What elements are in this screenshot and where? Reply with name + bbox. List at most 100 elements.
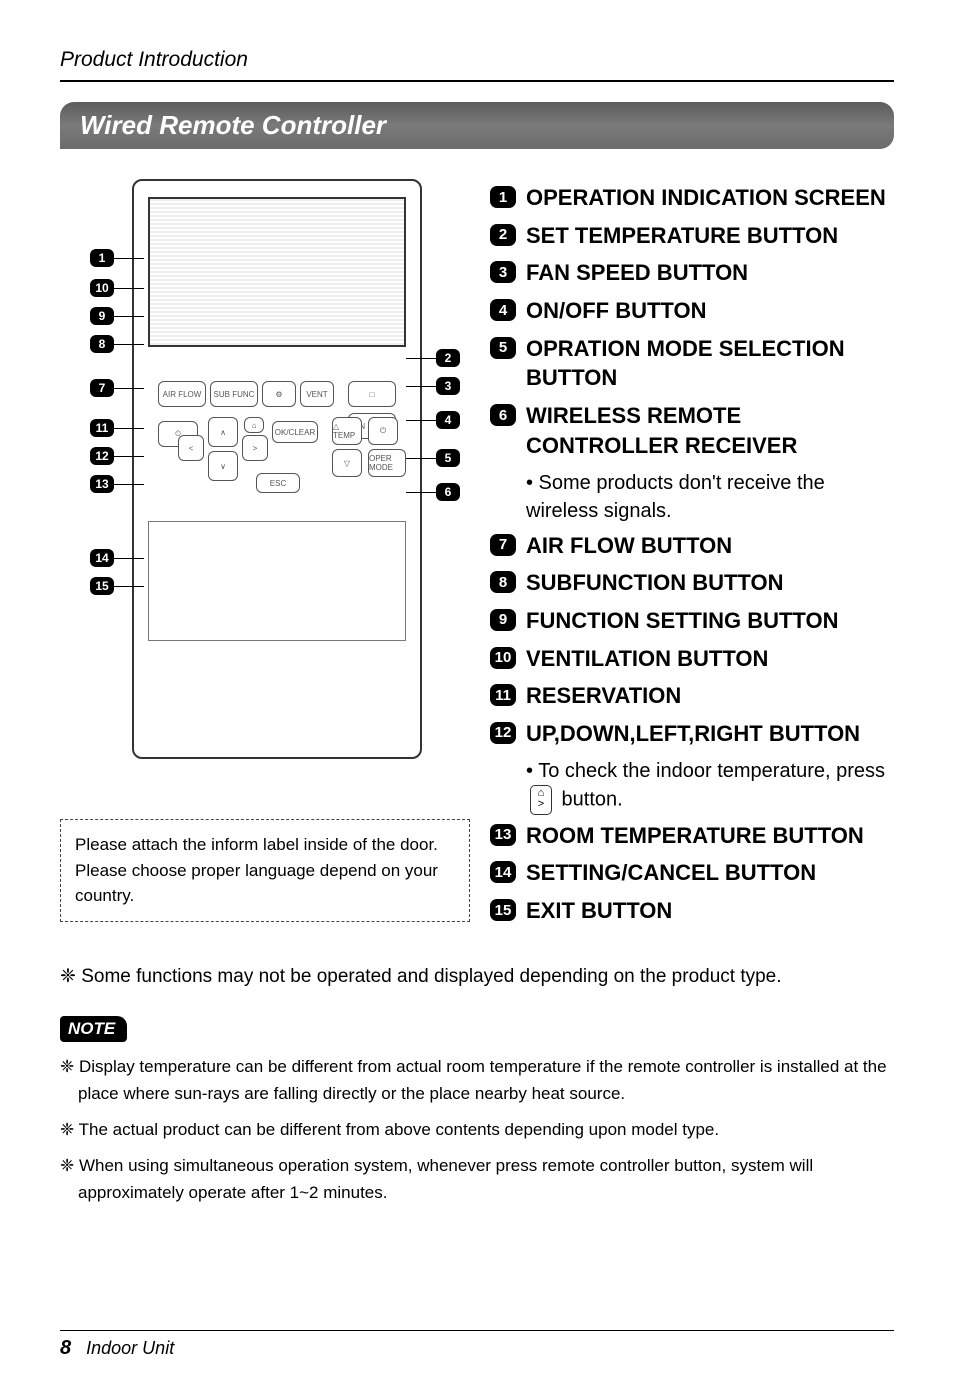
callout-line bbox=[406, 386, 436, 387]
remote-diagram: AIR FLOWSUB FUNC⚙VENT□FAN SPEED⏲∧∨<>⌂OK/… bbox=[60, 179, 470, 799]
feature-item: 7 AIR FLOW BUTTON bbox=[490, 531, 894, 561]
callout-line bbox=[114, 558, 144, 559]
remote-button: AIR FLOW bbox=[158, 381, 206, 407]
callout-line bbox=[114, 388, 144, 389]
feature-number-badge: 12 bbox=[490, 722, 516, 744]
note-badge: NOTE bbox=[60, 1016, 127, 1042]
remote-body: AIR FLOWSUB FUNC⚙VENT□FAN SPEED⏲∧∨<>⌂OK/… bbox=[132, 179, 422, 759]
callout-line bbox=[406, 358, 436, 359]
main-content: AIR FLOWSUB FUNC⚙VENT□FAN SPEED⏲∧∨<>⌂OK/… bbox=[60, 179, 894, 934]
callout-badge: 2 bbox=[436, 349, 460, 367]
callout-line bbox=[114, 428, 144, 429]
footer: 8 Indoor Unit bbox=[60, 1330, 894, 1360]
feature-item: 8 SUBFUNCTION BUTTON bbox=[490, 568, 894, 598]
callout-badge: 4 bbox=[436, 411, 460, 429]
callout-badge: 14 bbox=[90, 549, 114, 567]
callout-badge: 3 bbox=[436, 377, 460, 395]
page-number: 8 bbox=[60, 1337, 71, 1359]
section-label: Product Introduction bbox=[60, 48, 894, 72]
feature-number-badge: 9 bbox=[490, 609, 516, 631]
feature-subtext-pre: • To check the indoor temperature, press bbox=[526, 760, 885, 782]
feature-item: 10 VENTILATION BUTTON bbox=[490, 644, 894, 674]
feature-number-badge: 14 bbox=[490, 861, 516, 883]
feature-number-badge: 11 bbox=[490, 684, 516, 706]
remote-button: ⏻ bbox=[368, 417, 398, 445]
temperature-check-icon: ⌂> bbox=[530, 785, 552, 815]
callout-badge: 5 bbox=[436, 449, 460, 467]
callout-line bbox=[114, 288, 144, 289]
feature-title: AIR FLOW BUTTON bbox=[526, 531, 732, 561]
feature-number-badge: 15 bbox=[490, 899, 516, 921]
feature-item: 11RESERVATION bbox=[490, 681, 894, 711]
remote-label-panel bbox=[148, 521, 406, 641]
remote-button: SUB FUNC bbox=[210, 381, 258, 407]
footer-divider bbox=[60, 1330, 894, 1331]
page-title: Wired Remote Controller bbox=[60, 102, 894, 149]
remote-button-area: AIR FLOWSUB FUNC⚙VENT□FAN SPEED⏲∧∨<>⌂OK/… bbox=[148, 381, 406, 501]
remote-button: □ bbox=[348, 381, 396, 407]
remote-button: OPER MODE bbox=[368, 449, 406, 477]
remote-button: VENT bbox=[300, 381, 334, 407]
callout-badge: 11 bbox=[90, 419, 114, 437]
divider-top bbox=[60, 80, 894, 82]
feature-number-badge: 7 bbox=[490, 534, 516, 556]
feature-title: WIRELESS REMOTE CONTROLLER RECEIVER bbox=[526, 401, 894, 460]
callout-line bbox=[406, 492, 436, 493]
footnote: ❈ Some functions may not be operated and… bbox=[60, 964, 894, 991]
feature-number-badge: 5 bbox=[490, 337, 516, 359]
feature-item: 5 OPRATION MODE SELECTION BUTTON bbox=[490, 334, 894, 393]
note-item: ❈ Display temperature can be different f… bbox=[60, 1054, 894, 1107]
callout-line bbox=[114, 344, 144, 345]
feature-title: VENTILATION BUTTON bbox=[526, 644, 768, 674]
feature-number-badge: 10 bbox=[490, 647, 516, 669]
remote-button: > bbox=[242, 435, 268, 461]
feature-title: SET TEMPERATURE BUTTON bbox=[526, 221, 838, 251]
feature-item: 12UP,DOWN,LEFT,RIGHT BUTTON bbox=[490, 719, 894, 749]
inform-label-note: Please attach the inform label inside of… bbox=[60, 819, 470, 922]
callout-badge: 8 bbox=[90, 335, 114, 353]
feature-item: 9 FUNCTION SETTING BUTTON bbox=[490, 606, 894, 636]
feature-number-badge: 4 bbox=[490, 299, 516, 321]
feature-item: 4 ON/OFF BUTTON bbox=[490, 296, 894, 326]
note-item: ❈ When using simultaneous operation syst… bbox=[60, 1153, 894, 1206]
feature-title: ON/OFF BUTTON bbox=[526, 296, 706, 326]
callout-badge: 12 bbox=[90, 447, 114, 465]
callout-line bbox=[406, 458, 436, 459]
feature-title: OPRATION MODE SELECTION BUTTON bbox=[526, 334, 894, 393]
feature-title: FUNCTION SETTING BUTTON bbox=[526, 606, 838, 636]
callout-line bbox=[406, 420, 436, 421]
remote-screen bbox=[148, 197, 406, 347]
feature-title: FAN SPEED BUTTON bbox=[526, 258, 748, 288]
callout-line bbox=[114, 258, 144, 259]
footer-label: Indoor Unit bbox=[86, 1338, 174, 1358]
callout-badge: 13 bbox=[90, 475, 114, 493]
diagram-column: AIR FLOWSUB FUNC⚙VENT□FAN SPEED⏲∧∨<>⌂OK/… bbox=[60, 179, 470, 922]
remote-button: OK/CLEAR bbox=[272, 421, 318, 443]
feature-item: 13ROOM TEMPERATURE BUTTON bbox=[490, 821, 894, 851]
callout-line bbox=[114, 586, 144, 587]
feature-title: ROOM TEMPERATURE BUTTON bbox=[526, 821, 864, 851]
feature-item: 3 FAN SPEED BUTTON bbox=[490, 258, 894, 288]
remote-button: ∧ bbox=[208, 417, 238, 447]
callout-line bbox=[114, 484, 144, 485]
callout-badge: 6 bbox=[436, 483, 460, 501]
feature-item: 1OPERATION INDICATION SCREEN bbox=[490, 183, 894, 213]
feature-number-badge: 3 bbox=[490, 261, 516, 283]
feature-subtext-post: button. bbox=[556, 788, 623, 810]
feature-list-column: 1OPERATION INDICATION SCREEN 2 SET TEMPERA… bbox=[490, 179, 894, 934]
note-item: ❈ The actual product can be different fr… bbox=[60, 1117, 894, 1143]
feature-number-badge: 8 bbox=[490, 571, 516, 593]
feature-number-badge: 2 bbox=[490, 224, 516, 246]
remote-button: △ TEMP bbox=[332, 417, 362, 445]
feature-item: 6WIRELESS REMOTE CONTROLLER RECEIVER bbox=[490, 401, 894, 460]
feature-title: EXIT BUTTON bbox=[526, 896, 672, 926]
feature-list: 1OPERATION INDICATION SCREEN 2 SET TEMPERA… bbox=[490, 183, 894, 926]
remote-button: ⌂ bbox=[244, 417, 264, 433]
feature-title: OPERATION INDICATION SCREEN bbox=[526, 183, 886, 213]
footer-text: 8 Indoor Unit bbox=[60, 1337, 894, 1360]
feature-item: 14SETTING/CANCEL BUTTON bbox=[490, 858, 894, 888]
feature-subtext: • Some products don't receive the wirele… bbox=[526, 469, 894, 525]
note-list: ❈ Display temperature can be different f… bbox=[60, 1054, 894, 1206]
feature-title: SUBFUNCTION BUTTON bbox=[526, 568, 783, 598]
callout-badge: 7 bbox=[90, 379, 114, 397]
